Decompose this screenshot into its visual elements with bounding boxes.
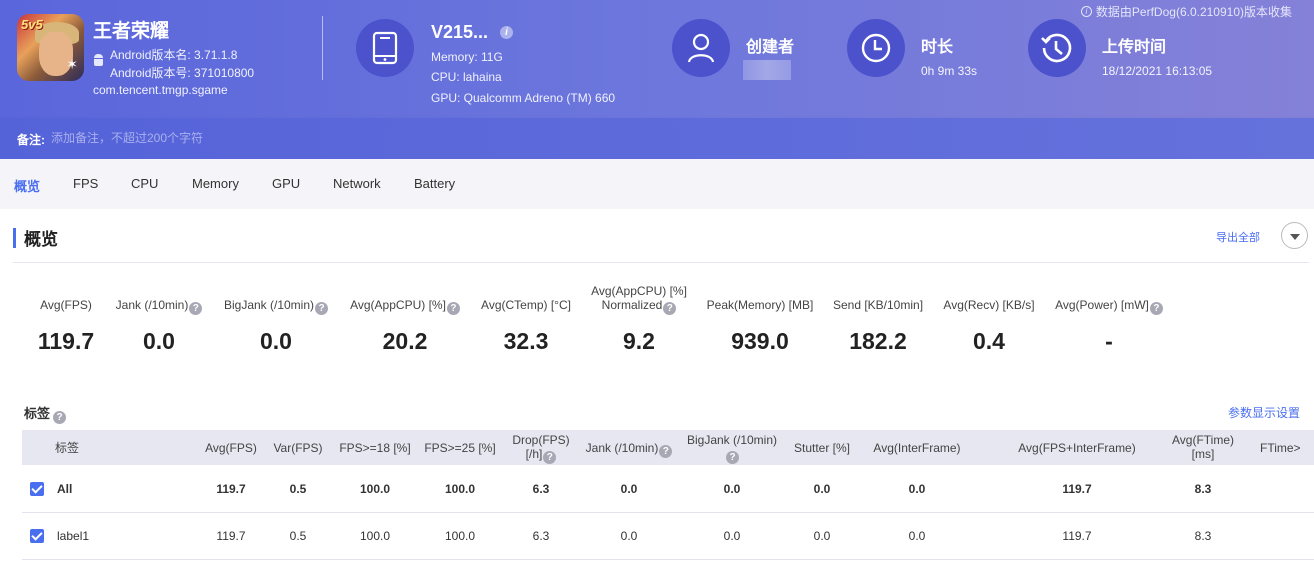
metric-avg-ctemp: Avg(CTemp) [°C] 32.3 [481,298,571,354]
remark-label: 备注: [17,133,45,147]
col-header-fps25: FPS>=25 [%] [424,441,496,455]
android-icon [93,54,104,66]
col-header-tag: 标签 [55,441,80,455]
app-name: 王者荣耀 [93,21,170,42]
tab-battery[interactable]: Battery [414,176,456,191]
table-row: label1 119.7 0.5 100.0 100.0 6.3 0.0 0.0… [22,513,1314,560]
creator-title: 创建者 [746,39,795,56]
metric-avg-fps: Avg(FPS) 119.7 [37,298,95,354]
android-version-code: Android版本号: 371010800 [110,66,255,80]
android-version-name: Android版本名: 3.71.1.8 [110,48,238,62]
col-header-drop-fps: Drop(FPS) [/h]? [512,433,570,464]
help-icon[interactable]: ? [315,302,329,315]
col-header-avg-ftime: Avg(FTime) [ms] [1171,433,1234,461]
help-icon[interactable]: ? [1149,302,1163,315]
upload-time-value: 18/12/2021 16:13:05 [1102,64,1213,78]
col-header-bigjank: BigJank (/10min) ? [686,433,778,464]
divider [13,262,1309,263]
export-all-link[interactable]: 导出全部 [1216,232,1260,244]
col-header-avg-fps-interframe: Avg(FPS+InterFrame) [1018,441,1136,455]
collapse-button[interactable] [1281,222,1308,249]
device-memory: Memory: 11G [431,50,503,64]
metric-bigjank: BigJank (/10min)? 0.0 [220,298,332,354]
param-display-settings-link[interactable]: 参数显示设置 [1228,406,1301,420]
tab-overview[interactable]: 概览 [14,179,41,194]
help-icon[interactable]: ? [543,451,557,464]
tab-cpu[interactable]: CPU [131,176,159,191]
device-info-icon[interactable]: i [500,26,513,39]
help-icon[interactable]: ? [189,302,203,315]
tags-table-header: 标签 Avg(FPS) Var(FPS) FPS>=18 [%] FPS>=25… [22,430,1314,465]
row-checkbox[interactable] [30,529,44,543]
metric-avg-appcpu-normalized: Avg(AppCPU) [%] Normalized? 9.2 [591,284,687,354]
row-checkbox[interactable] [30,482,44,496]
history-icon [1028,19,1086,77]
col-header-jank: Jank (/10min)? [582,441,676,458]
tablet-icon [356,19,414,77]
device-name: V215... [431,22,489,42]
metric-send: Send [KB/10min] 182.2 [832,298,924,354]
help-icon[interactable]: ? [726,451,739,464]
metric-avg-power: Avg(Power) [mW]? - [1050,298,1168,354]
help-icon[interactable]: ? [659,445,673,458]
col-header-ftime-threshold: FTime> [1260,441,1301,455]
row-tag-name: label1 [57,529,90,543]
metric-jank: Jank (/10min)? 0.0 [110,298,208,354]
user-icon [672,19,730,77]
help-icon[interactable]: ? [446,302,460,315]
device-cpu: CPU: lahaina [431,70,502,84]
help-icon[interactable]: ? [53,411,67,424]
report-header: i 数据由PerfDog(6.0.210910)版本收集 5v5 ✶ 王者荣耀 … [0,0,1314,118]
remark-bar: 备注: [0,118,1314,159]
tab-fps[interactable]: FPS [73,176,99,191]
col-header-avg-fps: Avg(FPS) [205,441,257,455]
device-gpu: GPU: Qualcomm Adreno (TM) 660 [431,91,616,105]
metric-peak-memory: Peak(Memory) [MB] 939.0 [706,298,814,354]
col-header-avg-interframe: Avg(InterFrame) [873,441,961,455]
creator-name-blurred [743,60,791,80]
tab-gpu[interactable]: GPU [272,176,301,191]
tags-title: 标签? [24,403,67,424]
table-row: All 119.7 0.5 100.0 100.0 6.3 0.0 0.0 0.… [22,466,1314,513]
overview-section-header: 概览 [13,225,58,250]
tab-memory[interactable]: Memory [192,176,239,191]
app-icon: 5v5 ✶ [17,14,84,81]
collect-note: i 数据由PerfDog(6.0.210910)版本收集 [1080,3,1292,20]
tab-bar: 概览 FPS CPU Memory GPU Network Battery [0,159,1314,209]
section-accent-bar [13,227,16,248]
duration-title: 时长 [921,39,954,56]
col-header-var-fps: Var(FPS) [273,441,323,455]
help-icon[interactable]: ? [663,302,677,315]
metric-avg-appcpu: Avg(AppCPU) [%]? 20.2 [346,298,464,354]
metric-avg-recv: Avg(Recv) [KB/s] 0.4 [943,298,1035,354]
col-header-fps18: FPS>=18 [%] [339,441,411,455]
upload-time-title: 上传时间 [1102,39,1167,56]
caret-down-icon [1289,233,1300,240]
tab-network[interactable]: Network [333,176,381,191]
row-tag-name: All [57,482,73,496]
collect-note-text: 数据由PerfDog(6.0.210910)版本收集 [1095,5,1292,19]
clock-icon [847,19,905,77]
header-divider [322,16,323,80]
col-header-stutter: Stutter [%] [793,441,851,455]
duration-value: 0h 9m 33s [921,64,978,78]
info-circle-icon: i [1080,6,1092,17]
package-name: com.tencent.tmgp.sgame [93,83,228,97]
overview-title: 概览 [24,230,58,249]
remark-input[interactable] [51,127,451,149]
